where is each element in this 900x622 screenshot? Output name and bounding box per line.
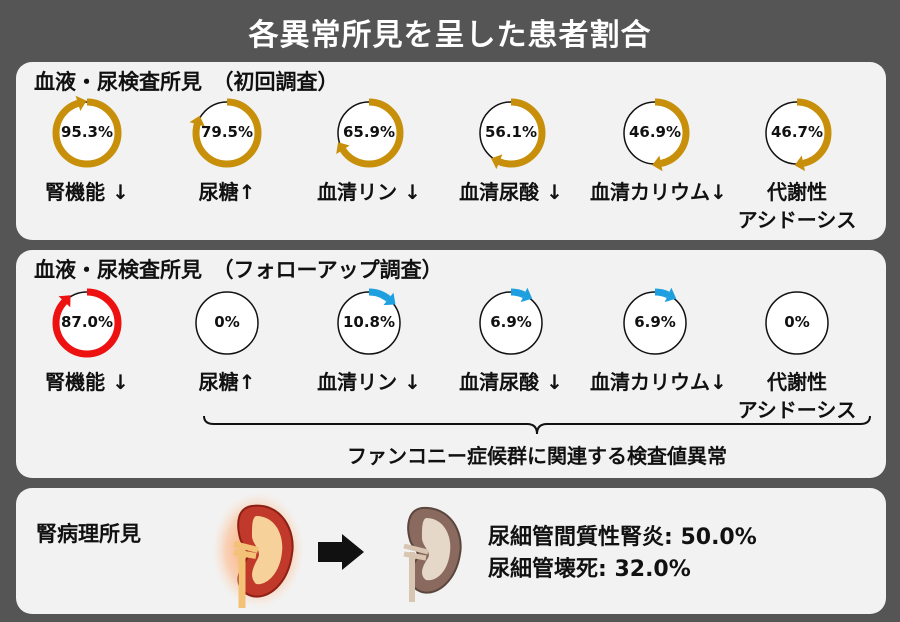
followup-percent-0: 87.0% xyxy=(60,313,114,331)
initial-survey-heading: 血液・尿検査所見 （初回調査） xyxy=(34,70,339,94)
pathology-heading: 腎病理所見 xyxy=(36,522,141,546)
initial-percent-1: 79.5% xyxy=(200,123,254,141)
tubulointerstitial-nephritis-text: 尿細管間質性腎炎: 50.0% xyxy=(488,525,757,550)
initial-label-5: 代謝性 アシドーシス xyxy=(737,180,857,232)
followup-label-5: 代謝性 アシドーシス xyxy=(737,370,857,422)
followup-ring-5: 0% xyxy=(762,288,832,358)
page-title: 各異常所見を呈した患者割合 xyxy=(248,18,652,53)
initial-ring-4: 46.9% xyxy=(620,98,690,172)
initial-label-2: 血清リン ↓ xyxy=(317,180,421,204)
pathology-results: 尿細管間質性腎炎: 50.0% 尿細管壊死: 32.0% xyxy=(488,522,757,586)
followup-percent-1: 0% xyxy=(214,313,240,331)
initial-percent-4: 46.9% xyxy=(628,123,682,141)
initial-percent-2: 65.9% xyxy=(342,123,396,141)
followup-survey-panel: 血液・尿検査所見 （フォローアップ調査） 87.0% 腎機能 ↓ 0% 尿糖↑ 10.8… xyxy=(16,250,886,478)
followup-label-0: 腎機能 ↓ xyxy=(45,370,129,394)
fanconi-brace xyxy=(203,415,871,435)
followup-percent-4: 6.9% xyxy=(634,313,676,331)
initial-ring-2: 65.9% xyxy=(334,98,404,168)
initial-percent-0: 95.3% xyxy=(60,123,114,141)
followup-ring-4: 6.9% xyxy=(620,287,690,358)
arrow-right-icon xyxy=(318,534,364,570)
followup-ring-1: 0% xyxy=(192,288,262,358)
damaged-kidney-icon xyxy=(403,506,462,602)
initial-ring-0: 95.3% xyxy=(52,95,122,168)
initial-label-1: 尿糖↑ xyxy=(198,180,256,204)
followup-ring-2: 10.8% xyxy=(334,288,404,358)
initial-ring-5: 46.7% xyxy=(762,98,832,172)
initial-label-4: 血清カリウム↓ xyxy=(590,180,727,204)
initial-ring-1: 79.5% xyxy=(189,98,262,168)
followup-percent-2: 10.8% xyxy=(342,313,396,331)
initial-survey-panel: 血液・尿検査所見 （初回調査） 95.3% 腎機能 ↓ 79.5% 尿糖↑ 65.9% 血… xyxy=(16,62,886,240)
followup-percent-5: 0% xyxy=(784,313,810,331)
inflamed-kidney-icon xyxy=(212,492,304,608)
followup-ring-0: 87.0% xyxy=(52,288,122,358)
followup-survey-heading: 血液・尿検査所見 （フォローアップ調査） xyxy=(34,258,443,282)
initial-label-3: 血清尿酸 ↓ xyxy=(459,180,563,204)
followup-percent-3: 6.9% xyxy=(490,313,532,331)
followup-label-4: 血清カリウム↓ xyxy=(590,370,727,394)
followup-label-1: 尿糖↑ xyxy=(198,370,256,394)
initial-label-0: 腎機能 ↓ xyxy=(45,180,129,204)
followup-ring-3: 6.9% xyxy=(476,287,546,358)
tubular-necrosis-text: 尿細管壊死: 32.0% xyxy=(488,557,691,582)
initial-percent-5: 46.7% xyxy=(770,123,824,141)
pathology-panel: 腎病理所見 尿細管間質性腎炎: 50.0% 尿細管壊死: 32.0% xyxy=(16,488,886,614)
followup-label-2: 血清リン ↓ xyxy=(317,370,421,394)
initial-ring-3: 56.1% xyxy=(476,98,546,170)
fanconi-label: ファンコニー症候群に関連する検査値異常 xyxy=(347,444,727,468)
followup-label-3: 血清尿酸 ↓ xyxy=(459,370,563,394)
initial-percent-3: 56.1% xyxy=(484,123,538,141)
